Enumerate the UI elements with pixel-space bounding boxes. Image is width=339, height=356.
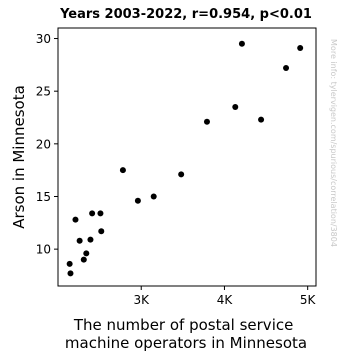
data-point xyxy=(258,116,265,123)
data-point xyxy=(297,45,304,52)
data-point xyxy=(97,210,104,217)
plot-frame xyxy=(57,27,317,287)
y-tick-label: 15 xyxy=(36,190,51,204)
data-point xyxy=(203,118,210,125)
y-tick-label: 10 xyxy=(36,243,51,257)
data-point xyxy=(150,193,157,200)
data-point xyxy=(119,167,126,174)
x-tick-label: 3K xyxy=(133,293,150,307)
data-point xyxy=(98,228,105,235)
x-tick-label: 5K xyxy=(300,293,317,307)
y-tick-label: 25 xyxy=(36,85,51,99)
x-axis-ticks: 3K 4K 5K xyxy=(133,286,317,307)
data-point xyxy=(134,197,141,204)
x-tick-label: 4K xyxy=(217,293,234,307)
data-point xyxy=(66,260,73,267)
y-tick-label: 20 xyxy=(36,137,51,151)
data-point xyxy=(80,256,87,263)
data-point xyxy=(178,171,185,178)
y-axis-label: Arson in Minnesota xyxy=(10,85,28,229)
data-point xyxy=(238,40,245,47)
data-point xyxy=(67,270,74,277)
watermark-text: More info: tylervigen.com/spurious/corre… xyxy=(329,39,338,247)
x-axis-label: The number of postal service machine ope… xyxy=(65,316,307,352)
data-point xyxy=(232,103,239,110)
data-point xyxy=(83,250,90,257)
y-tick-label: 30 xyxy=(36,32,51,46)
data-point xyxy=(283,65,290,72)
data-point xyxy=(76,237,83,244)
data-points xyxy=(66,40,304,277)
data-point xyxy=(72,216,79,223)
chart-title: Years 2003-2022, r=0.954, p<0.01 xyxy=(59,7,312,22)
data-point xyxy=(87,236,94,243)
data-point xyxy=(89,210,96,217)
x-axis-label-line-2: machine operators in Minnesota xyxy=(65,334,307,352)
x-axis-label-line-1: The number of postal service xyxy=(73,316,293,334)
y-axis-ticks: 10 15 20 25 30 xyxy=(36,32,58,257)
